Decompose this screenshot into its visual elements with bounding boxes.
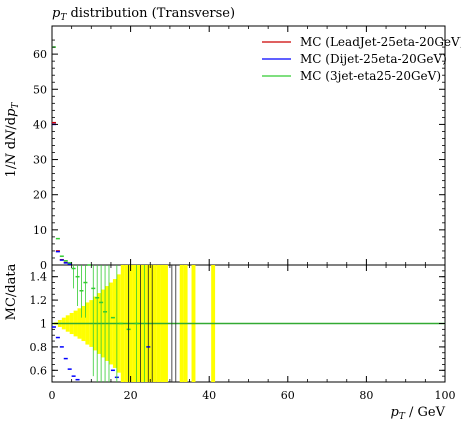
axis-tick-labels: 0 20 40 60 80 100 0 10 20 30 40 50 60 0.6 0.8 1 1.2 1.4 [30,48,456,402]
axis-ticks [51,26,446,382]
main-y-tick-label: 20 [33,189,47,202]
ratio-y-tick-label: 0.6 [30,364,48,377]
ratio-y-tick-label: 1 [40,318,47,331]
ratio-y-tick-label: 1.4 [30,271,48,284]
legend: MC (LeadJet-25eta-20GeV) MC (Dijet-25eta-… [262,35,461,83]
main-y-axis-label: 1/N dN/dpT [4,102,21,178]
main-y-tick-label: 10 [33,224,47,237]
ratio-y-tick-label: 1.2 [30,294,48,307]
legend-label: MC (Dijet-25eta-20GeV) [300,52,447,66]
main-y-tick-label: 30 [33,154,47,167]
x-axis-label: pT / GeV [391,405,446,422]
main-y-tick-label: 60 [33,48,47,61]
chart-title: pT distribution (Transverse) [52,6,235,23]
x-tick-label: 60 [281,389,295,402]
x-tick-label: 100 [435,389,456,402]
main-y-tick-label: 50 [33,83,47,96]
x-tick-label: 80 [359,389,373,402]
legend-label: MC (LeadJet-25eta-20GeV) [300,35,461,49]
ratio-y-axis-label: MC/data [4,263,19,320]
main-series-marks [51,46,72,265]
ratio-y-tick-label: 0.8 [30,341,48,354]
main-y-tick-label: 0 [40,259,47,272]
x-tick-label: 0 [49,389,56,402]
x-tick-label: 40 [202,389,216,402]
main-y-tick-label: 40 [33,118,47,131]
ratio-series-marks [51,264,177,382]
x-tick-label: 20 [124,389,138,402]
legend-label: MC (3jet-eta25-20GeV) [300,69,441,83]
